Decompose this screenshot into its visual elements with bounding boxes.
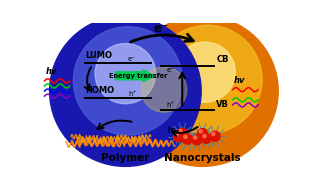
Ellipse shape	[175, 133, 178, 136]
Ellipse shape	[210, 131, 220, 141]
Text: Polymer: Polymer	[101, 153, 150, 163]
Ellipse shape	[201, 133, 211, 143]
Ellipse shape	[192, 135, 202, 145]
Ellipse shape	[73, 27, 183, 135]
Text: Energy transfer: Energy transfer	[109, 73, 167, 79]
Ellipse shape	[153, 25, 262, 134]
Text: hv: hv	[46, 67, 57, 76]
Ellipse shape	[141, 67, 187, 112]
Text: e⁻: e⁻	[154, 22, 169, 35]
Text: VB: VB	[216, 100, 229, 108]
Ellipse shape	[173, 132, 184, 142]
Text: h⁺: h⁺	[128, 91, 136, 97]
Text: Nanocrystals: Nanocrystals	[164, 153, 241, 163]
Text: e⁻: e⁻	[128, 56, 136, 61]
Ellipse shape	[95, 43, 156, 104]
Ellipse shape	[198, 129, 208, 139]
Ellipse shape	[203, 135, 206, 138]
Text: e⁻: e⁻	[167, 67, 174, 73]
Text: HOMO: HOMO	[85, 86, 114, 95]
Ellipse shape	[184, 135, 187, 139]
Ellipse shape	[199, 130, 202, 133]
Ellipse shape	[177, 128, 187, 138]
Ellipse shape	[212, 132, 215, 136]
FancyArrow shape	[115, 70, 155, 82]
Text: hv: hv	[234, 76, 245, 84]
Ellipse shape	[179, 129, 182, 133]
Ellipse shape	[193, 136, 197, 139]
Text: h⁺: h⁺	[167, 126, 177, 135]
Ellipse shape	[175, 42, 235, 102]
Text: h⁺: h⁺	[167, 102, 175, 108]
Ellipse shape	[182, 134, 192, 144]
Ellipse shape	[50, 16, 201, 166]
Text: LUMO: LUMO	[85, 51, 112, 60]
Text: CB: CB	[216, 55, 229, 64]
Ellipse shape	[127, 16, 278, 166]
